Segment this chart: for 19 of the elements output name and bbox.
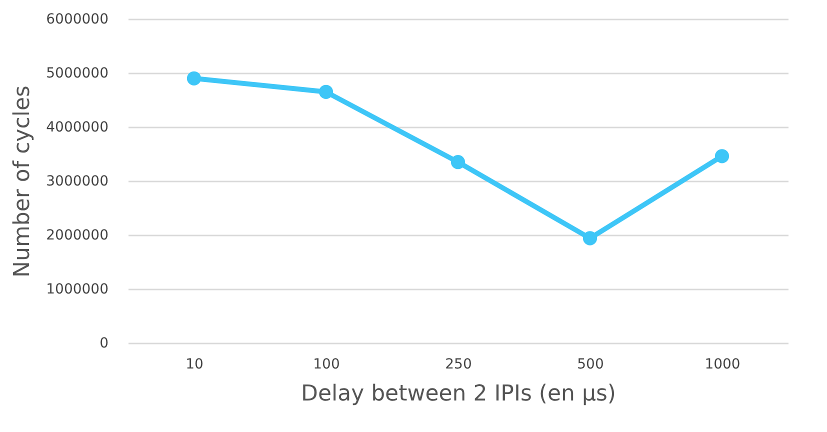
point [714,149,730,164]
point [318,84,334,99]
x-tick-label: 250 [445,356,472,372]
point [582,231,598,246]
y-tick-label: 1000000 [46,282,108,298]
y-tick-label: 2000000 [46,228,108,244]
x-tick-label: 1000 [704,356,740,372]
x-tick-label: 500 [577,356,604,372]
y-tick-label: 4000000 [46,120,108,136]
y-tick-label: 5000000 [46,66,108,82]
x-tick-label: 10 [186,356,204,372]
y-tick-label: 0 [100,336,108,352]
y-tick-label: 6000000 [46,12,108,28]
y-tick-label: 3000000 [46,174,108,190]
point [450,155,466,170]
x-tick-label: 100 [313,356,340,372]
point [186,71,202,86]
y-axis-title: Number of cycles [10,86,36,278]
x-axis-title: Delay between 2 IPIs (en µs) [301,382,616,406]
